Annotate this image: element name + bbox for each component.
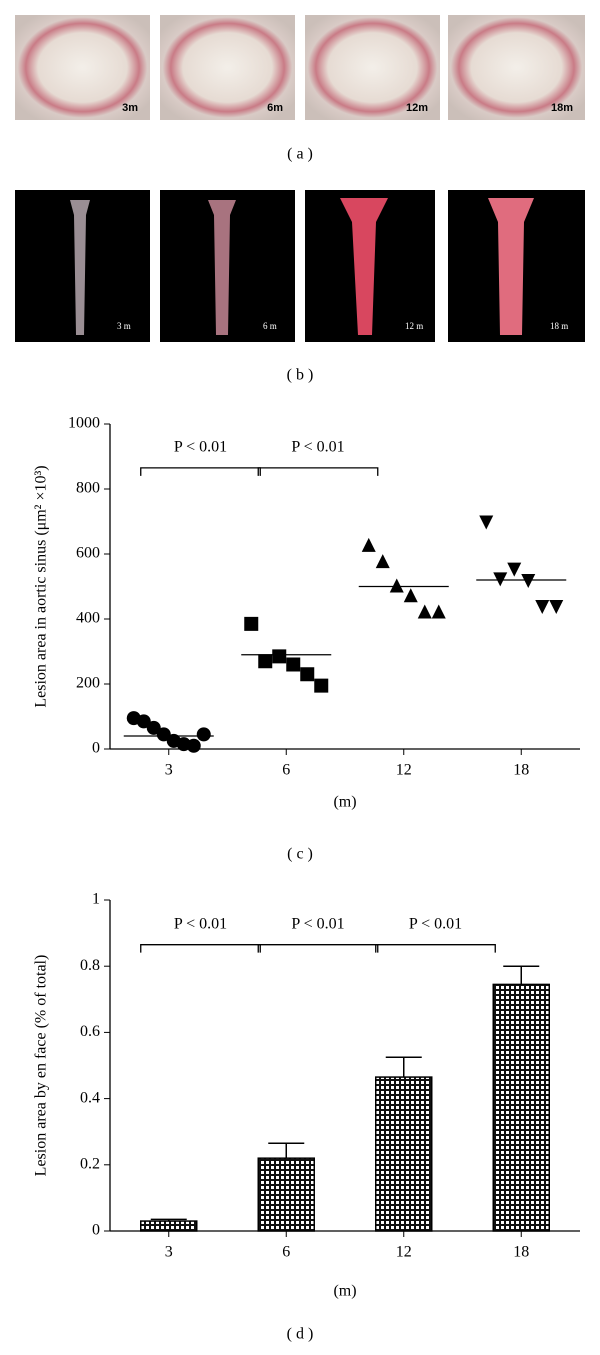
- y-tick-label: 1000: [68, 415, 100, 432]
- point: [186, 738, 201, 753]
- histology-image: [448, 15, 585, 120]
- significance-bracket: [140, 467, 261, 476]
- point: [417, 604, 432, 619]
- significance-label: P < 0.01: [174, 915, 227, 932]
- image-label: 6 m: [263, 321, 277, 331]
- image-label: 3m: [122, 102, 138, 114]
- y-tick-label: 0.6: [80, 1023, 100, 1040]
- y-axis-label: Lesion area by en face (% of total): [33, 955, 50, 1177]
- error-bar: [385, 1056, 422, 1078]
- y-tick-label: 400: [76, 610, 100, 627]
- x-axis-label: (m): [333, 794, 356, 811]
- point: [258, 654, 273, 669]
- x-axis-label: (m): [333, 1283, 356, 1300]
- panel-label: ( d ): [287, 1326, 314, 1343]
- point: [507, 562, 522, 577]
- point: [375, 554, 390, 569]
- x-tick-label: 18: [513, 762, 529, 779]
- y-tick-label: 200: [76, 675, 100, 692]
- error-bar: [150, 1218, 187, 1222]
- histology-image: [15, 15, 150, 120]
- aorta-shape: [488, 198, 534, 335]
- bar: [140, 1220, 198, 1232]
- bar: [492, 983, 550, 1232]
- x-tick-label: 6: [282, 1244, 290, 1261]
- y-tick-label: 0: [92, 740, 100, 757]
- significance-label: P < 0.01: [409, 915, 462, 932]
- image-label: 6m: [267, 102, 283, 114]
- significance-bracket: [257, 467, 379, 476]
- y-tick-label: 0.8: [80, 957, 100, 974]
- x-tick-label: 12: [396, 762, 412, 779]
- image-label: 3 m: [117, 321, 131, 331]
- y-axis-label: Lesion area in aortic sinus (μm² ×10³): [33, 465, 50, 707]
- x-tick-label: 3: [165, 762, 173, 779]
- aorta-row: 3 m 6 m 12 m 18 m: [15, 190, 585, 342]
- error-bar: [503, 965, 540, 985]
- point: [479, 515, 494, 530]
- x-tick-label: 18: [513, 1244, 529, 1261]
- y-tick-label: 600: [76, 545, 100, 562]
- y-tick-label: 0.2: [80, 1155, 100, 1172]
- point: [196, 727, 211, 742]
- panel-label: ( a ): [287, 146, 313, 163]
- point: [521, 574, 536, 588]
- aorta-shape: [208, 200, 236, 335]
- panel-label: ( b ): [287, 367, 314, 384]
- point: [549, 600, 564, 614]
- y-tick-label: 1: [92, 891, 100, 908]
- point: [361, 537, 376, 552]
- significance-bracket: [375, 944, 496, 953]
- y-tick-label: 0.4: [80, 1089, 100, 1106]
- significance-label: P < 0.01: [174, 439, 227, 456]
- bar: [375, 1076, 433, 1232]
- bar: [257, 1157, 315, 1232]
- y-tick-label: 0: [92, 1222, 100, 1239]
- significance-label: P < 0.01: [291, 439, 344, 456]
- histology-image: [305, 15, 440, 120]
- x-tick-label: 3: [165, 1244, 173, 1261]
- y-tick-label: 800: [76, 480, 100, 497]
- aorta-shape: [340, 198, 388, 335]
- point: [314, 678, 329, 693]
- image-label: 18 m: [550, 321, 568, 331]
- significance-label: P < 0.01: [291, 915, 344, 932]
- error-bar: [268, 1142, 305, 1159]
- point: [244, 616, 259, 631]
- image-label: 12 m: [405, 321, 423, 331]
- aorta-shape: [70, 200, 90, 335]
- significance-bracket: [140, 944, 261, 953]
- histology-image: [160, 15, 295, 120]
- point: [535, 600, 550, 614]
- point: [146, 720, 161, 735]
- point: [389, 578, 404, 593]
- image-label: 18m: [551, 102, 573, 114]
- point: [403, 588, 418, 603]
- point: [300, 667, 315, 682]
- point: [136, 714, 151, 729]
- point: [156, 727, 171, 742]
- point: [286, 657, 301, 672]
- point: [272, 649, 287, 664]
- image-label: 12m: [406, 102, 428, 114]
- significance-bracket: [257, 944, 379, 953]
- x-tick-label: 12: [396, 1244, 412, 1261]
- x-tick-label: 6: [282, 762, 290, 779]
- panel-label: ( c ): [287, 846, 313, 863]
- point: [431, 604, 446, 619]
- histology-row: 3m 6m 12m 18m: [15, 15, 585, 120]
